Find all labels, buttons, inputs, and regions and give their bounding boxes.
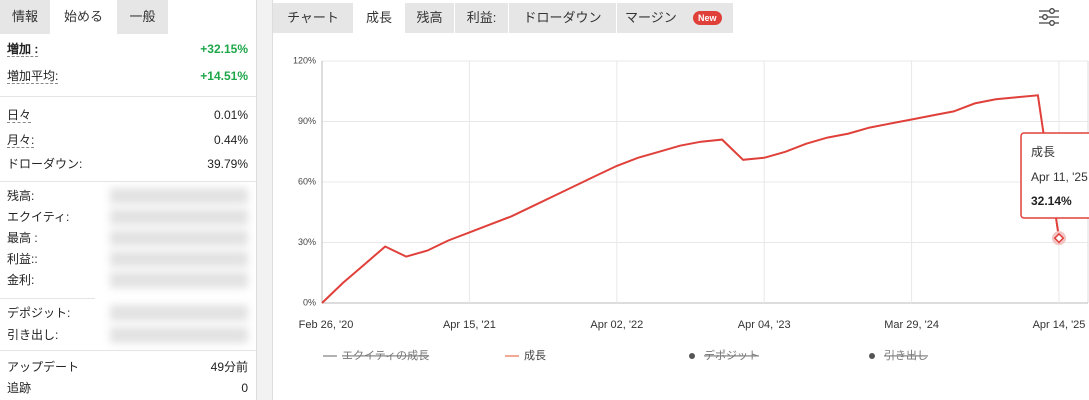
settings-icon[interactable] xyxy=(1035,5,1065,29)
legend-label: デポジット xyxy=(704,348,759,362)
tab[interactable]: 残高 xyxy=(405,3,454,33)
blurred-value xyxy=(110,272,248,288)
stat-label: エクイティ: xyxy=(7,210,70,224)
tab[interactable]: チャート xyxy=(273,3,353,33)
stat-label: デポジット: xyxy=(7,306,71,320)
blurred-value xyxy=(110,251,248,267)
y-tick-label: 120% xyxy=(293,55,316,65)
legend-label: 引き出し xyxy=(884,348,928,362)
stat-value: 0 xyxy=(241,381,248,395)
blurred-value xyxy=(110,188,248,204)
y-tick-label: 30% xyxy=(298,237,316,247)
stat-row: 残高: xyxy=(7,187,248,205)
stat-row: 金利: xyxy=(7,271,248,289)
blurred-value xyxy=(110,230,248,246)
stat-label: ドローダウン: xyxy=(7,157,83,171)
stat-label: 利益:: xyxy=(7,252,38,266)
separator xyxy=(0,181,256,182)
x-tick-label: Apr 02, '22 xyxy=(590,319,643,331)
stat-row: 日々 0.01% xyxy=(7,106,248,124)
y-tick-label: 60% xyxy=(298,176,316,186)
stat-label: 引き出し: xyxy=(7,328,59,342)
legend-label: エクイティの成長 xyxy=(342,349,429,362)
stat-label: 追跡 xyxy=(7,381,32,395)
tab[interactable]: 成長 xyxy=(354,3,404,33)
stat-value: 0.44% xyxy=(213,133,248,147)
x-tick-label: Apr 15, '21 xyxy=(443,319,496,331)
stat-row: アップデート 49分前 xyxy=(7,358,248,376)
stat-label: 残高: xyxy=(7,189,35,203)
tab[interactable]: マージン xyxy=(617,3,733,33)
stat-row: エクイティ: xyxy=(7,208,248,226)
x-tick-label: Apr 14, '25 xyxy=(1033,319,1086,331)
x-tick-label: Feb 26, '20 xyxy=(299,319,354,331)
x-tick-label: Apr 04, '23 xyxy=(738,319,791,331)
x-tick-label: Mar 29, '24 xyxy=(884,319,939,331)
stat-row: 利益:: xyxy=(7,250,248,268)
stat-row: 引き出し: xyxy=(7,326,248,344)
stat-value: 0.01% xyxy=(213,108,248,122)
stat-row: 増加平均: +14.51% xyxy=(7,67,248,85)
stat-row: 追跡 0 xyxy=(7,379,248,397)
legend-label: 成長 xyxy=(524,349,546,362)
stat-value: +32.15% xyxy=(200,42,248,56)
tab[interactable]: ドローダウン xyxy=(509,3,616,33)
stat-row: ドローダウン: 39.79% xyxy=(7,155,248,173)
blurred-value xyxy=(110,209,248,225)
blurred-value xyxy=(110,305,248,321)
stat-row: デポジット: xyxy=(7,304,248,322)
blurred-value xyxy=(110,327,248,343)
tooltip-value: 32.14% xyxy=(1031,194,1072,208)
tab[interactable]: 一般 xyxy=(117,0,168,34)
stat-label: 金利: xyxy=(7,273,35,287)
separator xyxy=(0,298,95,299)
stat-row: 月々: 0.44% xyxy=(7,131,248,149)
tab[interactable]: 利益: xyxy=(455,3,508,33)
tooltip-date: Apr 11, '25 xyxy=(1031,170,1088,184)
tab[interactable]: 情報 xyxy=(0,0,50,34)
stat-label: 増加 : xyxy=(7,42,39,57)
legend-swatch xyxy=(689,353,695,359)
stat-row: 最高 : xyxy=(7,229,248,247)
separator xyxy=(0,96,256,97)
hover-marker xyxy=(1053,232,1065,244)
stat-value: 49分前 xyxy=(210,360,248,374)
stat-value: +14.51% xyxy=(200,69,248,83)
info-panel: 情報 始める 一般増加 : +32.15% 増加平均: +14.51% 日々 0.01% 月々:… xyxy=(0,0,257,400)
separator xyxy=(0,350,256,351)
stat-label: 月々: xyxy=(7,133,35,148)
stat-row: 増加 : +32.15% xyxy=(7,40,248,58)
tooltip-box xyxy=(1020,132,1089,219)
y-tick-label: 0% xyxy=(303,297,316,307)
stat-label: 日々 xyxy=(7,108,32,123)
tab[interactable]: 始める xyxy=(50,0,117,34)
y-tick-label: 90% xyxy=(298,116,316,126)
growth-line xyxy=(321,94,1060,304)
chart-panel: チャート 成長 残高 利益: ドローダウン マージン New xyxy=(272,0,1089,400)
tooltip-title: 成長 xyxy=(1031,145,1055,159)
stat-value: 39.79% xyxy=(207,157,248,171)
stat-label: 最高 : xyxy=(7,231,38,245)
legend-swatch xyxy=(869,353,875,359)
stat-label: 増加平均: xyxy=(7,69,59,84)
new-badge: New xyxy=(693,11,722,25)
stat-label: アップデート xyxy=(7,360,80,374)
